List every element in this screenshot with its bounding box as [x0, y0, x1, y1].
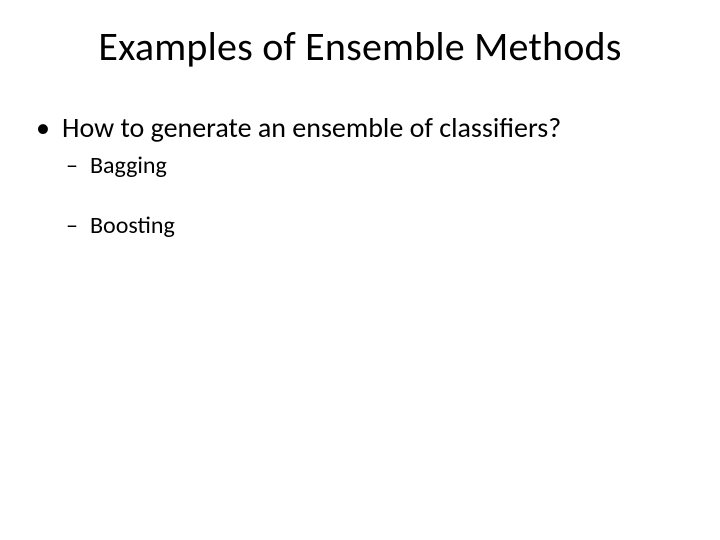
- bullet-level2: Boosting: [36, 211, 684, 241]
- slide-body: How to generate an ensemble of classifie…: [36, 110, 684, 271]
- bullet-level2-text: Bagging: [90, 151, 167, 180]
- bullet-level2: Bagging: [36, 151, 684, 181]
- slide-title: Examples of Ensemble Methods: [0, 22, 720, 71]
- bullet-level1-text: How to generate an ensemble of classifie…: [62, 110, 561, 145]
- bullet-level2-text: Boosting: [90, 211, 175, 240]
- bullet-level1: How to generate an ensemble of classifie…: [36, 110, 684, 145]
- slide: Examples of Ensemble Methods How to gene…: [0, 0, 720, 540]
